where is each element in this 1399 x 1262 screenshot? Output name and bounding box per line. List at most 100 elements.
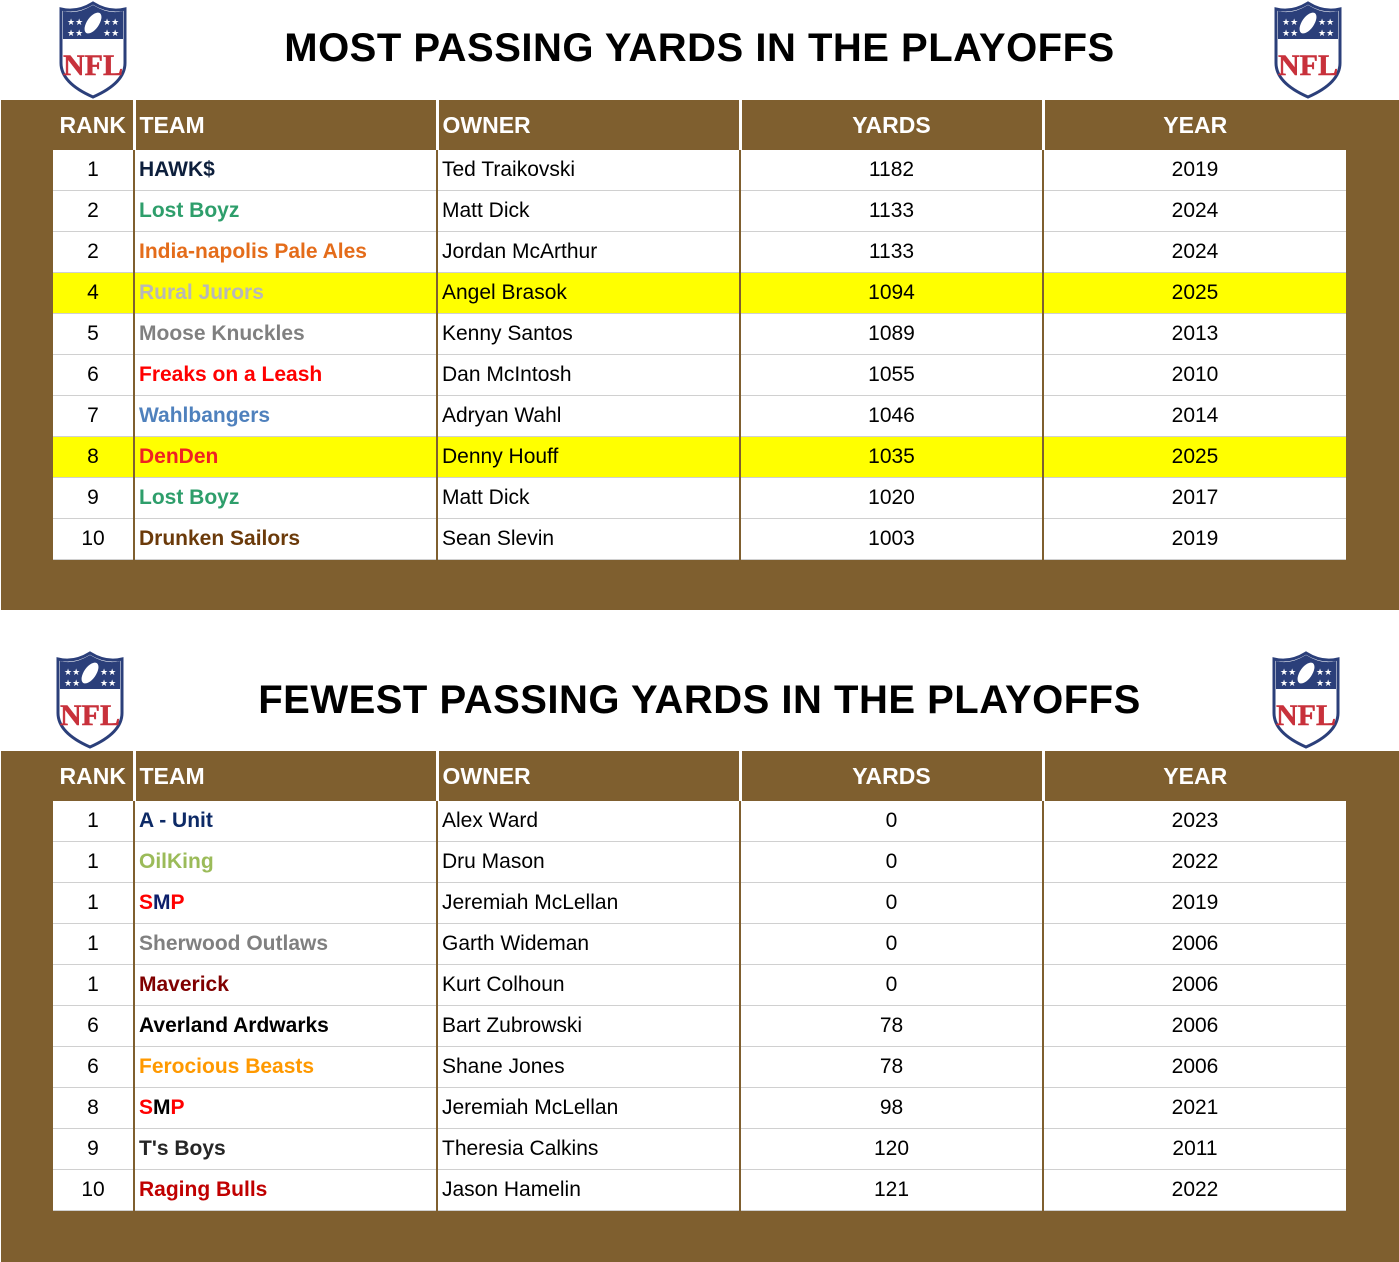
rank-cell: 1 xyxy=(53,923,135,965)
rank-cell: 2 xyxy=(53,231,135,273)
svg-text:NFL: NFL xyxy=(1276,699,1336,732)
owner-cell: Matt Dick xyxy=(437,190,741,232)
table-row: 5 Moose Knuckles Kenny Santos 1089 2013 xyxy=(53,313,1346,355)
table-row: 10 Raging Bulls Jason Hamelin 121 2022 xyxy=(53,1169,1346,1211)
svg-text:★★: ★★ xyxy=(1318,18,1334,28)
owner-cell: Jason Hamelin xyxy=(437,1169,741,1211)
year-cell: 2021 xyxy=(1043,1087,1346,1129)
table-title: FEWEST PASSING YARDS IN THE PLAYOFFS xyxy=(258,678,1141,722)
column-header-owner[interactable]: OWNER xyxy=(437,100,742,150)
table-row: 6 Freaks on a Leash Dan McIntosh 1055 20… xyxy=(53,354,1346,396)
year-cell: 2013 xyxy=(1043,313,1346,355)
most-yards-section: ★★ ★★ ★★ ★★ NFL MOST PASSING YARDS IN THE P… xyxy=(0,0,1399,610)
section-header: ★★ ★★ ★★ ★★ NFL MOST PASSING YARDS IN THE P… xyxy=(0,0,1399,100)
nfl-logo-right: ★★ ★★ ★★ ★★ NFL xyxy=(1270,1,1346,99)
year-cell: 2006 xyxy=(1043,1005,1346,1047)
column-header-team[interactable]: TEAM xyxy=(134,751,439,801)
column-header-yards[interactable]: YARDS xyxy=(740,100,1045,150)
svg-text:★★: ★★ xyxy=(1282,29,1298,39)
team-cell: Moose Knuckles xyxy=(134,313,438,355)
team-cell: Maverick xyxy=(134,964,438,1006)
year-cell: 2006 xyxy=(1043,923,1346,965)
year-cell: 2014 xyxy=(1043,395,1346,437)
year-cell: 2006 xyxy=(1043,1046,1346,1088)
year-cell: 2019 xyxy=(1043,518,1346,560)
svg-text:★★: ★★ xyxy=(1318,29,1334,39)
year-cell: 2025 xyxy=(1043,272,1346,314)
rank-cell: 5 xyxy=(53,313,135,355)
year-cell: 2010 xyxy=(1043,354,1346,396)
team-cell: HAWK$ xyxy=(134,150,438,191)
table-row: 10 Drunken Sailors Sean Slevin 1003 2019 xyxy=(53,518,1346,560)
team-name-segment: M xyxy=(153,1096,171,1119)
yards-cell: 1046 xyxy=(740,395,1044,437)
svg-text:★★: ★★ xyxy=(100,679,116,689)
svg-text:★★: ★★ xyxy=(100,668,116,678)
column-header-owner[interactable]: OWNER xyxy=(437,751,742,801)
team-name-segment: S xyxy=(139,1096,154,1119)
nfl-logo-left: ★★ ★★ ★★ ★★ NFL xyxy=(55,1,131,99)
yards-cell: 98 xyxy=(740,1087,1044,1129)
table-row: 9 T's Boys Theresia Calkins 120 2011 xyxy=(53,1128,1346,1170)
owner-cell: Kenny Santos xyxy=(437,313,741,355)
table-row: 1 Maverick Kurt Colhoun 0 2006 xyxy=(53,964,1346,1006)
rank-cell: 1 xyxy=(53,882,135,924)
team-cell: Raging Bulls xyxy=(134,1169,438,1211)
owner-cell: Angel Brasok xyxy=(437,272,741,314)
owner-cell: Matt Dick xyxy=(437,477,741,519)
team-name-segment: M xyxy=(153,891,171,914)
team-cell: Lost Boyz xyxy=(134,477,438,519)
yards-cell: 0 xyxy=(740,882,1044,924)
owner-cell: Sean Slevin xyxy=(437,518,741,560)
owner-cell: Dan McIntosh xyxy=(437,354,741,396)
svg-text:★★: ★★ xyxy=(103,29,119,39)
yards-cell: 1133 xyxy=(740,190,1044,232)
yards-cell: 1035 xyxy=(740,436,1044,478)
year-cell: 2022 xyxy=(1043,1169,1346,1211)
team-cell: India-napolis Pale Ales xyxy=(134,231,438,273)
owner-cell: Alex Ward xyxy=(437,801,741,842)
owner-cell: Bart Zubrowski xyxy=(437,1005,741,1047)
table-row: 4 Rural Jurors Angel Brasok 1094 2025 xyxy=(53,272,1346,314)
header-row: RANK TEAM OWNER YARDS YEAR xyxy=(53,100,1346,150)
table-row: 1 OilKing Dru Mason 0 2022 xyxy=(53,841,1346,883)
column-header-rank[interactable]: RANK xyxy=(53,100,136,150)
svg-text:★★: ★★ xyxy=(1316,668,1332,678)
year-cell: 2023 xyxy=(1043,801,1346,842)
column-header-year[interactable]: YEAR xyxy=(1043,751,1346,801)
rank-cell: 9 xyxy=(53,1128,135,1170)
svg-text:★★: ★★ xyxy=(1316,679,1332,689)
yards-cell: 1089 xyxy=(740,313,1044,355)
team-cell: DenDen xyxy=(134,436,438,478)
column-header-year[interactable]: YEAR xyxy=(1043,100,1346,150)
year-cell: 2025 xyxy=(1043,436,1346,478)
team-cell: Freaks on a Leash xyxy=(134,354,438,396)
rank-cell: 1 xyxy=(53,841,135,883)
most-passing-yards-table: RANK TEAM OWNER YARDS YEAR 1 HAWK$ Ted Traik… xyxy=(53,100,1346,560)
owner-cell: Theresia Calkins xyxy=(437,1128,741,1170)
team-cell: SMP xyxy=(134,1087,438,1129)
yards-cell: 1003 xyxy=(740,518,1044,560)
team-cell: Ferocious Beasts xyxy=(134,1046,438,1088)
svg-text:NFL: NFL xyxy=(60,699,120,732)
yards-cell: 1094 xyxy=(740,272,1044,314)
column-header-yards[interactable]: YARDS xyxy=(740,751,1045,801)
team-cell: T's Boys xyxy=(134,1128,438,1170)
svg-text:★★: ★★ xyxy=(64,679,80,689)
team-cell: OilKing xyxy=(134,841,438,883)
team-name-segment: P xyxy=(170,891,185,914)
yards-cell: 1182 xyxy=(740,150,1044,191)
table-row: 8 DenDen Denny Houff 1035 2025 xyxy=(53,436,1346,478)
year-cell: 2006 xyxy=(1043,964,1346,1006)
year-cell: 2022 xyxy=(1043,841,1346,883)
team-cell: Lost Boyz xyxy=(134,190,438,232)
table-row: 1 A - Unit Alex Ward 0 2023 xyxy=(53,801,1346,842)
rank-cell: 1 xyxy=(53,964,135,1006)
table-row: 6 Averland Ardwarks Bart Zubrowski 78 20… xyxy=(53,1005,1346,1047)
column-header-rank[interactable]: RANK xyxy=(53,751,136,801)
column-header-team[interactable]: TEAM xyxy=(134,100,439,150)
owner-cell: Garth Wideman xyxy=(437,923,741,965)
yards-cell: 78 xyxy=(740,1005,1044,1047)
rank-cell: 8 xyxy=(53,1087,135,1129)
owner-cell: Kurt Colhoun xyxy=(437,964,741,1006)
